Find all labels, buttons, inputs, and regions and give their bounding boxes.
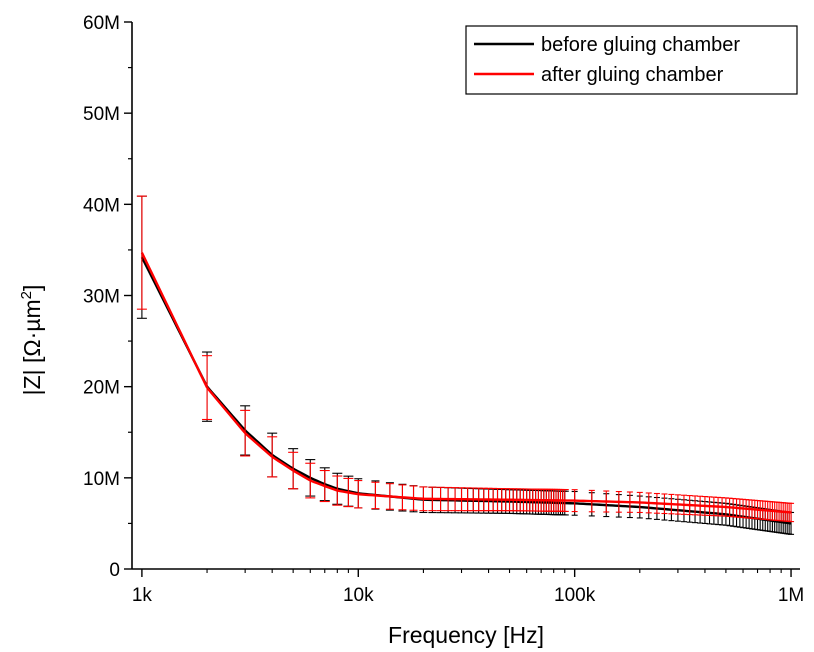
error-bars-series-1: [136, 195, 795, 523]
series-line-1: [140, 252, 792, 514]
x-tick-label-3: 1M: [778, 585, 804, 606]
y-axis-title-superscript: 2: [18, 291, 35, 299]
legend-box: [465, 25, 798, 95]
x-tick-label-0: 1k: [132, 585, 153, 606]
legend-label-after: after gluing chamber: [541, 64, 724, 86]
y-axis-title: |Z| [Ω·µm2]: [18, 285, 45, 396]
y-tick-label-6: 60M: [83, 13, 120, 34]
x-axis-ticks: 1k 10k 100k 1M: [132, 569, 804, 606]
legend: before gluing chamber after gluing chamb…: [465, 25, 798, 95]
y-tick-label-0: 0: [109, 560, 120, 581]
y-axis-title-main: |Z| [Ω·µm: [19, 299, 45, 395]
x-axis-title: Frequency [Hz]: [388, 622, 544, 648]
y-axis-ticks: 0 10M 20M 30M 40M 50M 60M: [83, 13, 132, 581]
y-tick-label-5: 50M: [83, 104, 120, 125]
y-axis-title-close: ]: [19, 285, 45, 291]
plot-series: [136, 195, 795, 535]
error-bars-series-0: [136, 195, 795, 535]
y-tick-label-3: 30M: [83, 287, 120, 308]
x-tick-label-1: 10k: [343, 585, 374, 606]
x-tick-label-2: 100k: [554, 585, 596, 606]
y-tick-label-2: 20M: [83, 378, 120, 399]
y-tick-label-1: 10M: [83, 469, 120, 490]
legend-label-before: before gluing chamber: [541, 34, 740, 56]
series-line-0: [140, 256, 792, 525]
y-tick-label-4: 40M: [83, 195, 120, 216]
